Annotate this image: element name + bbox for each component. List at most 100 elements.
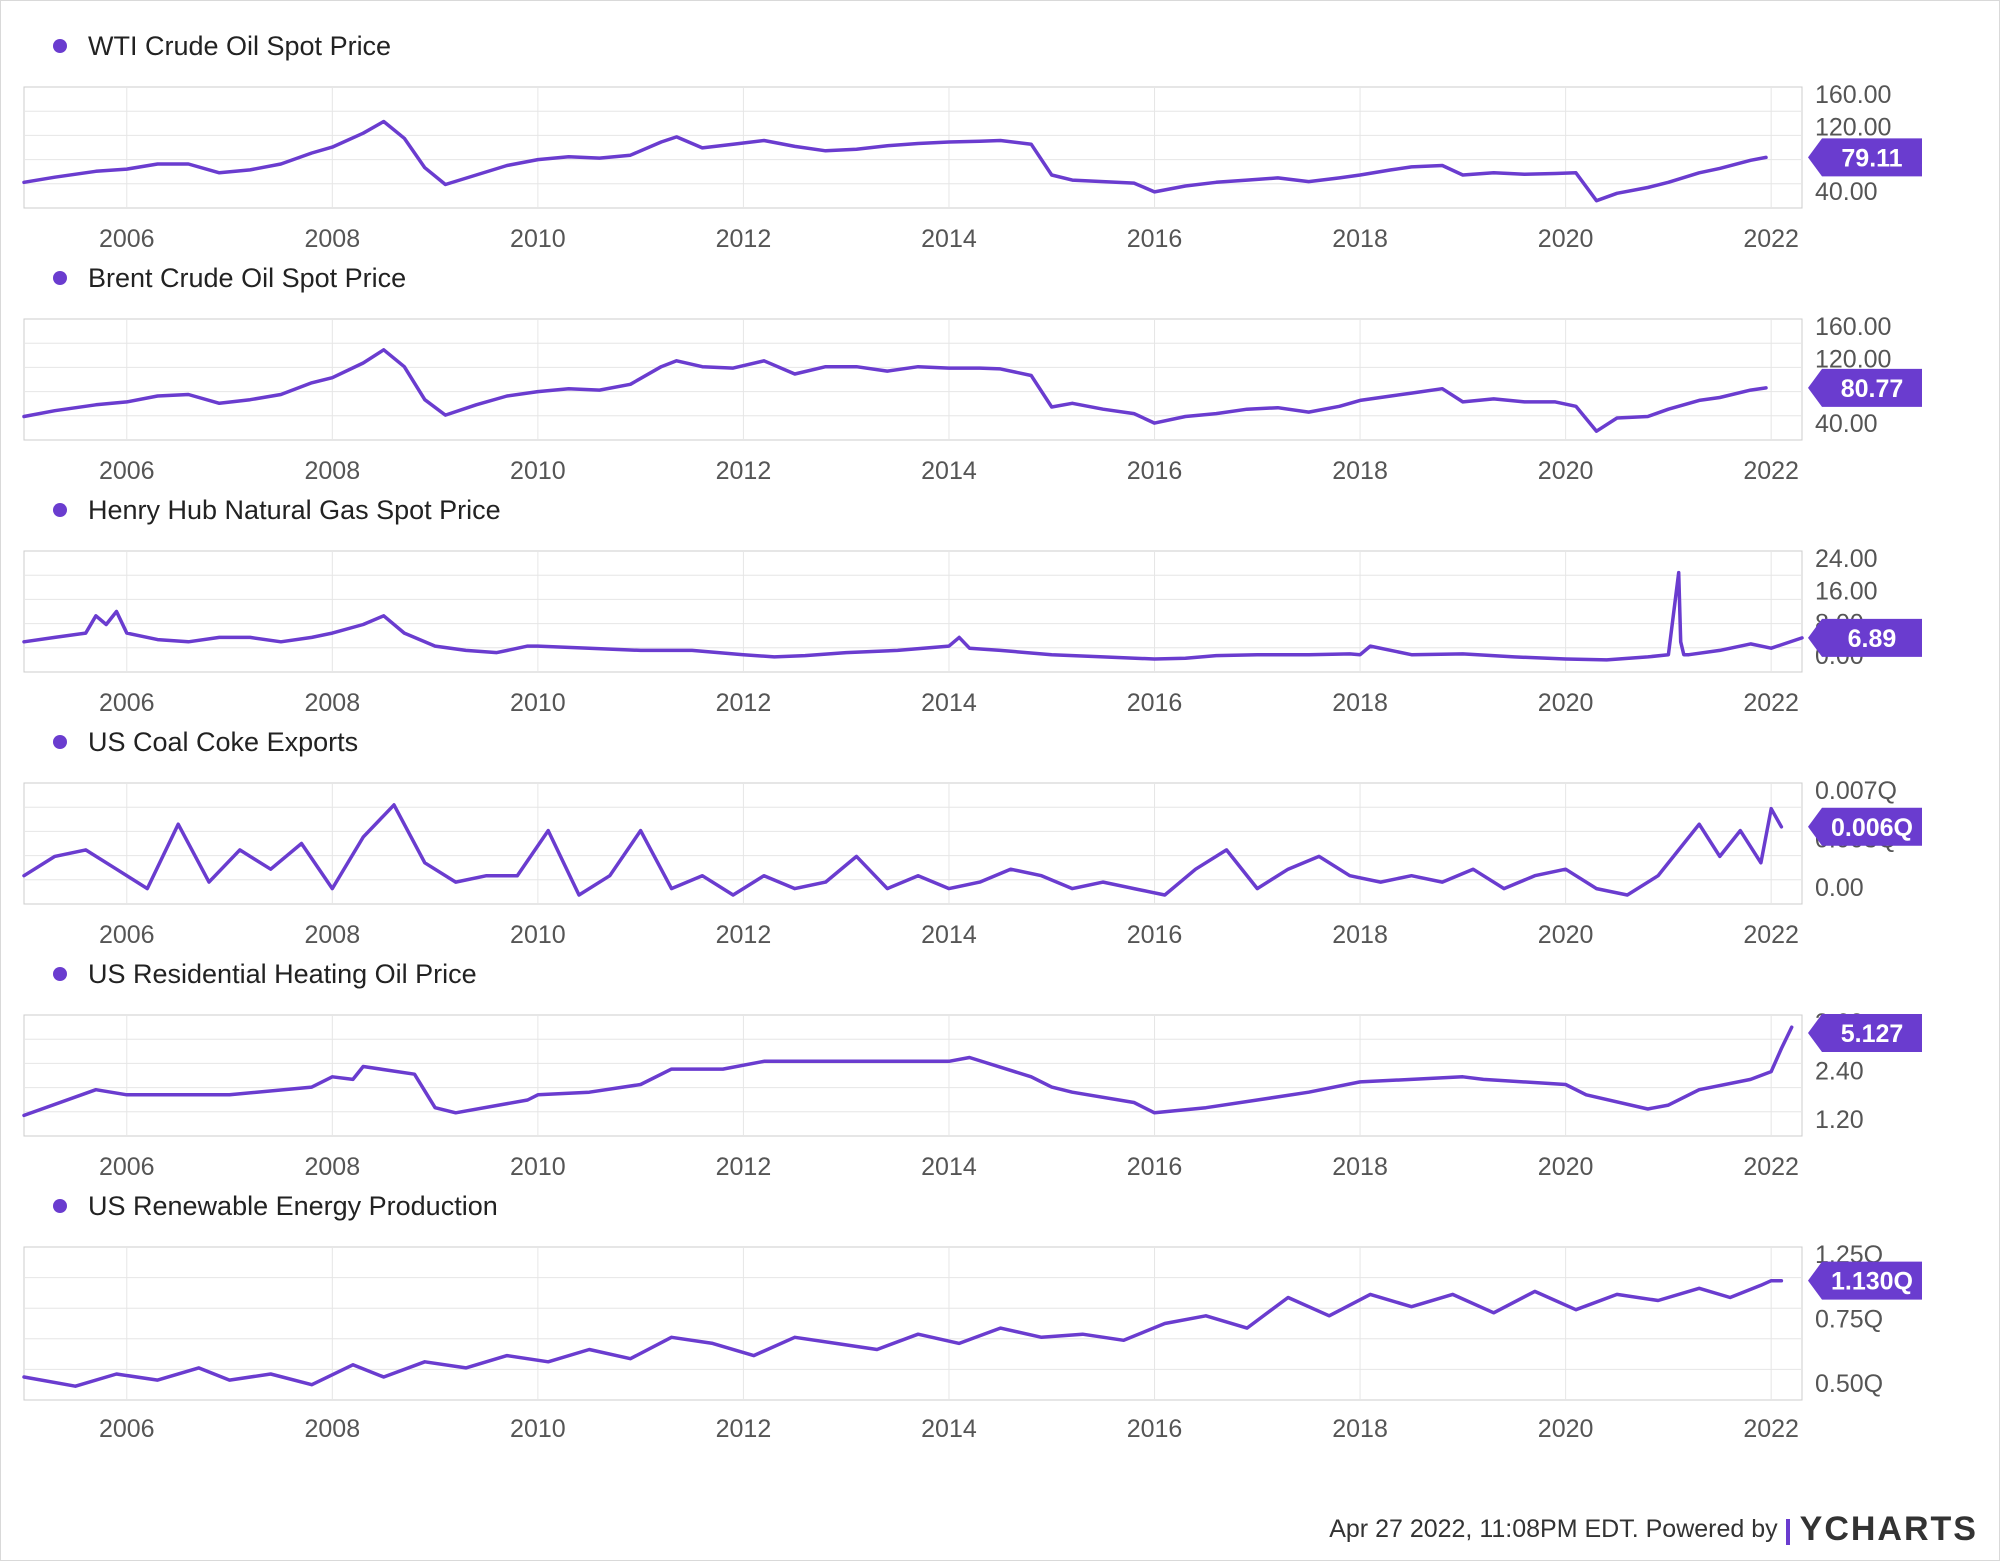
- series-line: [22, 1025, 1794, 1118]
- y-tick-label: 0.50Q: [1815, 1370, 1883, 1398]
- x-tick-label: 2012: [716, 921, 772, 949]
- x-tick-label: 2020: [1538, 1153, 1594, 1181]
- plot-area: [23, 86, 1803, 209]
- last-value-label: 79.11: [1841, 144, 1902, 172]
- x-tick-label: 2018: [1332, 1415, 1388, 1443]
- legend-marker: [53, 503, 67, 517]
- last-value-flag: [1808, 138, 1922, 177]
- plot-area: [23, 550, 1803, 673]
- x-tick-label: 2008: [305, 1415, 361, 1443]
- x-tick-label: 2016: [1127, 921, 1183, 949]
- x-tick-label: 2016: [1127, 1415, 1183, 1443]
- y-tick-label: 120.00: [1815, 113, 1891, 141]
- y-tick-label: 0.00: [1815, 874, 1864, 902]
- series-line: [22, 803, 1784, 897]
- last-value-flag: [1808, 1261, 1922, 1300]
- last-value-label: 6.89: [1848, 625, 1897, 653]
- x-tick-label: 2022: [1743, 921, 1799, 949]
- x-tick-label: 2020: [1538, 225, 1594, 253]
- footer-text: Apr 27 2022, 11:08PM EDT. Powered by: [1329, 1515, 1777, 1544]
- x-tick-label: 2018: [1332, 921, 1388, 949]
- x-tick-label: 2022: [1743, 457, 1799, 485]
- series-line: [22, 348, 1768, 433]
- chart-panel-6: US Renewable Energy Production 2006 2008 20…: [22, 1191, 1922, 1443]
- legend-marker: [53, 271, 67, 285]
- series-title: US Renewable Energy Production: [88, 1191, 498, 1221]
- x-tick-label: 2018: [1332, 1153, 1388, 1181]
- x-tick-label: 2012: [716, 689, 772, 717]
- x-tick-label: 2006: [99, 225, 155, 253]
- x-tick-label: 2010: [510, 1415, 566, 1443]
- plot-area: [23, 318, 1803, 441]
- series-line: [22, 1278, 1784, 1388]
- x-tick-label: 2022: [1743, 225, 1799, 253]
- chart-panel-3: Henry Hub Natural Gas Spot Price 2006 2008…: [22, 495, 1922, 717]
- legend-marker: [53, 967, 67, 981]
- x-tick-label: 2012: [716, 225, 772, 253]
- x-tick-label: 2020: [1538, 1415, 1594, 1443]
- footer: Apr 27 2022, 11:08PM EDT. Powered by YCH…: [1329, 1510, 1978, 1549]
- x-tick-label: 2014: [921, 921, 977, 949]
- y-tick-label: 16.00: [1815, 577, 1878, 605]
- last-value-label: 0.006Q: [1831, 814, 1913, 842]
- ycharts-logo[interactable]: YCHARTS: [1785, 1510, 1978, 1549]
- series-line: [22, 119, 1768, 203]
- x-tick-label: 2008: [305, 921, 361, 949]
- x-tick-label: 2006: [99, 1415, 155, 1443]
- y-tick-label: 24.00: [1815, 545, 1878, 573]
- x-tick-label: 2008: [305, 689, 361, 717]
- last-value-flag: [1808, 368, 1922, 407]
- x-tick-label: 2006: [99, 457, 155, 485]
- x-tick-label: 2016: [1127, 225, 1183, 253]
- timestamp: Apr 27 2022, 11:08PM EDT.: [1329, 1515, 1639, 1543]
- series-title: US Residential Heating Oil Price: [88, 959, 477, 989]
- series-title: Henry Hub Natural Gas Spot Price: [88, 495, 501, 525]
- x-tick-label: 2020: [1538, 921, 1594, 949]
- x-tick-label: 2010: [510, 457, 566, 485]
- x-tick-label: 2008: [305, 225, 361, 253]
- last-value-label: 1.130Q: [1831, 1268, 1913, 1296]
- y-tick-label: 160.00: [1815, 313, 1891, 341]
- x-tick-label: 2010: [510, 689, 566, 717]
- y-tick-label: 2.40: [1815, 1058, 1864, 1086]
- x-tick-label: 2012: [716, 1415, 772, 1443]
- plot-area: [23, 782, 1803, 905]
- x-tick-label: 2016: [1127, 1153, 1183, 1181]
- y-tick-label: 120.00: [1815, 345, 1891, 373]
- last-value-flag: [1808, 618, 1922, 657]
- x-tick-label: 2012: [716, 1153, 772, 1181]
- x-tick-label: 2010: [510, 1153, 566, 1181]
- x-tick-label: 2010: [510, 921, 566, 949]
- x-tick-label: 2022: [1743, 1153, 1799, 1181]
- y-tick-label: 1.20: [1815, 1106, 1864, 1134]
- series-title: WTI Crude Oil Spot Price: [88, 31, 391, 61]
- x-tick-label: 2018: [1332, 689, 1388, 717]
- series-title: Brent Crude Oil Spot Price: [88, 263, 406, 293]
- x-tick-label: 2006: [99, 1153, 155, 1181]
- x-tick-label: 2018: [1332, 225, 1388, 253]
- x-tick-label: 2012: [716, 457, 772, 485]
- x-tick-label: 2014: [921, 1415, 977, 1443]
- series-title: US Coal Coke Exports: [88, 727, 358, 757]
- legend-marker: [53, 39, 67, 53]
- x-tick-label: 2014: [921, 689, 977, 717]
- x-tick-label: 2010: [510, 225, 566, 253]
- chart-panel-2: Brent Crude Oil Spot Price 2006 2008 2010 20…: [22, 263, 1922, 485]
- x-tick-label: 2016: [1127, 689, 1183, 717]
- y-tick-label: 40.00: [1815, 410, 1878, 438]
- legend-marker: [53, 1199, 67, 1213]
- y-tick-label: 0.75Q: [1815, 1306, 1883, 1334]
- x-tick-label: 2020: [1538, 689, 1594, 717]
- legend-marker: [53, 735, 67, 749]
- last-value-flag: [1808, 807, 1922, 846]
- plot-area: [23, 1246, 1803, 1401]
- x-tick-label: 2016: [1127, 457, 1183, 485]
- last-value-label: 80.77: [1841, 375, 1904, 403]
- last-value-flag: [1808, 1014, 1922, 1052]
- last-value-label: 5.127: [1841, 1020, 1904, 1048]
- chart-panel-5: US Residential Heating Oil Price 2006 2008…: [22, 959, 1922, 1181]
- x-tick-label: 2014: [921, 1153, 977, 1181]
- y-tick-label: 40.00: [1815, 178, 1878, 206]
- ycharts-wordmark: YCHARTS: [1799, 1510, 1978, 1548]
